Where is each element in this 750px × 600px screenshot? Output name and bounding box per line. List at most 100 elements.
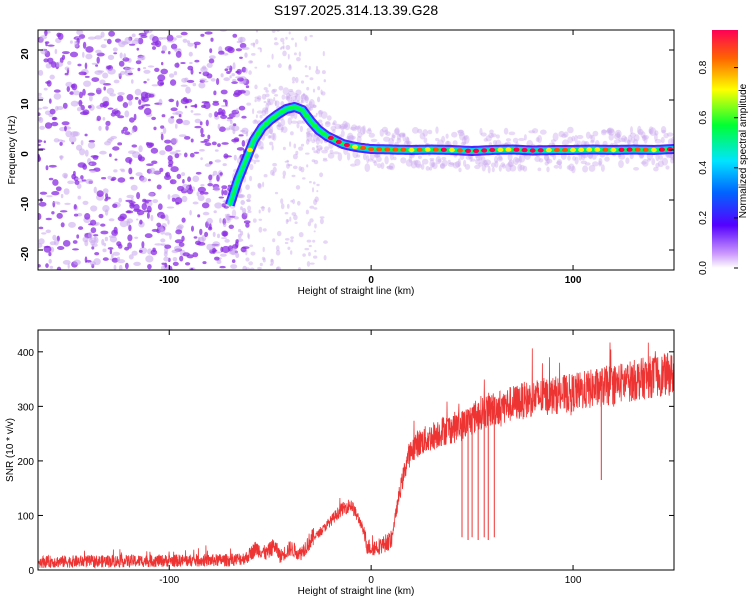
ridge-halo [523, 134, 527, 141]
noise-blob [57, 32, 64, 40]
noise-blob [99, 79, 106, 85]
noise-blob [247, 232, 250, 239]
noise-blob [48, 164, 57, 168]
noise-blob [235, 76, 243, 79]
noise-blob [76, 183, 82, 189]
noise-blob [87, 231, 93, 239]
ridge-halo [497, 156, 503, 162]
noise-blob [162, 127, 167, 134]
noise-blob [228, 125, 235, 130]
noise-blob [222, 163, 227, 167]
ridge-halo [435, 156, 442, 165]
ridge-halo [515, 158, 520, 163]
ridge-halo [518, 137, 525, 142]
noise-blob [87, 36, 96, 40]
noise-blob [39, 125, 45, 130]
ridge-hotspot [658, 147, 665, 152]
ridge-halo [369, 152, 375, 161]
ridge-halo [544, 161, 549, 166]
noise-blob [248, 261, 254, 266]
noise-blob [265, 107, 269, 111]
noise-blob [180, 62, 186, 64]
ridge-halo [491, 166, 495, 173]
noise-blob [317, 96, 321, 103]
noise-blob [120, 169, 126, 173]
noise-blob [252, 42, 256, 48]
noise-blob [271, 144, 274, 151]
ridge-halo [414, 160, 421, 168]
noise-blob [51, 116, 58, 121]
noise-blob [253, 159, 257, 165]
noise-blob [146, 212, 150, 219]
ridge-halo [503, 127, 509, 135]
noise-blob [231, 81, 238, 84]
noise-blob [67, 180, 75, 185]
ridge-halo [537, 135, 542, 143]
ridge-halo [640, 131, 646, 139]
noise-blob [221, 185, 228, 190]
noise-blob [174, 153, 180, 159]
noise-blob [72, 90, 80, 96]
noise-blob [269, 263, 273, 266]
ridge-halo [598, 160, 602, 167]
noise-blob [147, 178, 151, 182]
noise-blob [152, 199, 159, 204]
noise-blob [220, 246, 224, 253]
noise-blob [82, 236, 89, 243]
ridge-halo [661, 129, 666, 133]
noise-blob [46, 80, 52, 87]
noise-blob [262, 228, 267, 232]
ridge-halo [546, 166, 550, 173]
noise-blob [94, 236, 99, 244]
noise-blob [218, 196, 225, 199]
ridge-halo [666, 132, 674, 137]
ridge-halo [420, 163, 425, 170]
x-tick-label: 100 [565, 575, 582, 586]
noise-blob [241, 140, 246, 147]
ridge-hotspot [642, 147, 649, 152]
noise-blob [232, 128, 236, 135]
noise-blob [305, 131, 311, 135]
noise-blob [288, 64, 292, 71]
ridge-halo [262, 107, 269, 113]
ridge-halo [630, 126, 633, 135]
ridge-halo [574, 134, 578, 144]
ridge-halo [375, 154, 381, 158]
noise-blob [254, 99, 257, 103]
noise-blob [313, 207, 318, 210]
ridge-halo [291, 95, 298, 101]
noise-blob [73, 204, 77, 210]
ridge-halo [600, 164, 605, 172]
noise-blob [64, 202, 71, 205]
ridge-halo [600, 129, 607, 136]
ridge-halo [625, 157, 630, 164]
noise-blob [189, 61, 193, 65]
noise-blob [78, 226, 84, 230]
ridge-halo [227, 216, 234, 220]
ridge-halo [487, 165, 491, 174]
ridge-halo [394, 127, 400, 135]
ridge-halo [494, 160, 499, 168]
ridge-halo [613, 139, 621, 144]
ridge-halo [643, 135, 648, 144]
noise-blob [288, 64, 292, 69]
noise-blob [178, 242, 185, 248]
noise-blob [97, 70, 105, 73]
ridge-halo [505, 163, 512, 172]
noise-blob [305, 138, 310, 145]
noise-blob [130, 184, 138, 191]
ridge-hotspot [400, 147, 407, 152]
ridge-halo [653, 166, 659, 172]
noise-blob [52, 201, 60, 204]
noise-blob [181, 217, 186, 223]
noise-blob [168, 98, 175, 103]
noise-blob [124, 37, 132, 44]
noise-blob [170, 116, 175, 119]
ridge-halo [293, 112, 298, 120]
noise-blob [152, 46, 156, 50]
noise-blob [84, 213, 91, 220]
noise-blob [252, 108, 255, 115]
noise-blob [241, 115, 247, 119]
ridge-halo [457, 129, 465, 137]
noise-blob [263, 87, 268, 91]
